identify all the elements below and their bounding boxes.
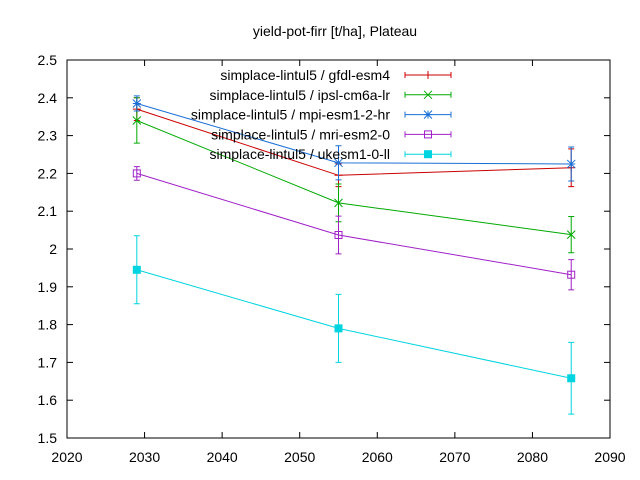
series-3 (132, 95, 576, 182)
y-tick-label: 2 (49, 241, 57, 257)
x-tick-label: 2050 (284, 449, 315, 465)
chart-title: yield-pot-firr [t/ha], Plateau (253, 23, 417, 39)
series-line (136, 269, 572, 379)
data-point (334, 324, 343, 333)
data-point (132, 169, 141, 178)
y-tick-label: 1.5 (38, 430, 58, 446)
legend-label: simplace-lintul5 / mpi-esm1-2-hr (191, 107, 391, 123)
legend-label: simplace-lintul5 / ukesm1-0-ll (209, 146, 390, 162)
y-tick-label: 2.4 (38, 90, 58, 106)
y-tick-label: 1.9 (38, 279, 58, 295)
data-point (334, 231, 343, 240)
legend-label: simplace-lintul5 / mri-esm2-0 (211, 126, 390, 142)
data-point (566, 159, 576, 169)
x-tick-label: 2020 (51, 449, 82, 465)
data-point (132, 116, 142, 125)
y-tick-label: 1.8 (38, 317, 58, 333)
error-bar (133, 166, 140, 181)
legend-marker (424, 71, 432, 79)
series-4 (132, 166, 576, 291)
x-tick-label: 2080 (517, 449, 548, 465)
x-tick-label: 2030 (129, 449, 160, 465)
plot-area: 2020 2030 2040 2050 2060 2070 2080 2090 1.5 1.6 1.… (38, 52, 626, 465)
legend: simplace-lintul5 / gfdl-esm4 simplace-lin… (191, 67, 452, 162)
error-bar (568, 259, 575, 291)
series-5 (132, 235, 576, 415)
data-point (567, 270, 576, 279)
x-tick-label: 2070 (439, 449, 470, 465)
y-tick-label: 2.5 (38, 52, 58, 68)
x-tick-label: 2040 (207, 449, 238, 465)
legend-label: simplace-lintul5 / gfdl-esm4 (220, 67, 390, 83)
data-point (567, 374, 576, 383)
data-point (566, 230, 576, 239)
data-point (132, 99, 142, 108)
data-point (132, 265, 141, 274)
y-tick-label: 2.3 (38, 128, 58, 144)
x-tick-label: 2090 (594, 449, 625, 465)
y-tick-label: 1.7 (38, 354, 58, 370)
legend-marker (424, 130, 432, 139)
data-point (334, 198, 343, 208)
legend-line (404, 131, 452, 138)
series-line (136, 172, 572, 276)
x-tick-label: 2060 (362, 449, 393, 465)
y-tick-label: 1.6 (38, 392, 58, 408)
error-bar (335, 215, 342, 255)
legend-marker (423, 110, 433, 119)
legend-label: simplace-lintul5 / ipsl-cm6a-lr (210, 87, 391, 103)
y-tick-label: 2.1 (38, 203, 58, 219)
data-point (334, 158, 343, 168)
legend-marker (424, 150, 432, 159)
y-tick-label: 2.2 (38, 165, 58, 181)
legend-marker (423, 90, 433, 100)
series-2 (132, 97, 576, 254)
